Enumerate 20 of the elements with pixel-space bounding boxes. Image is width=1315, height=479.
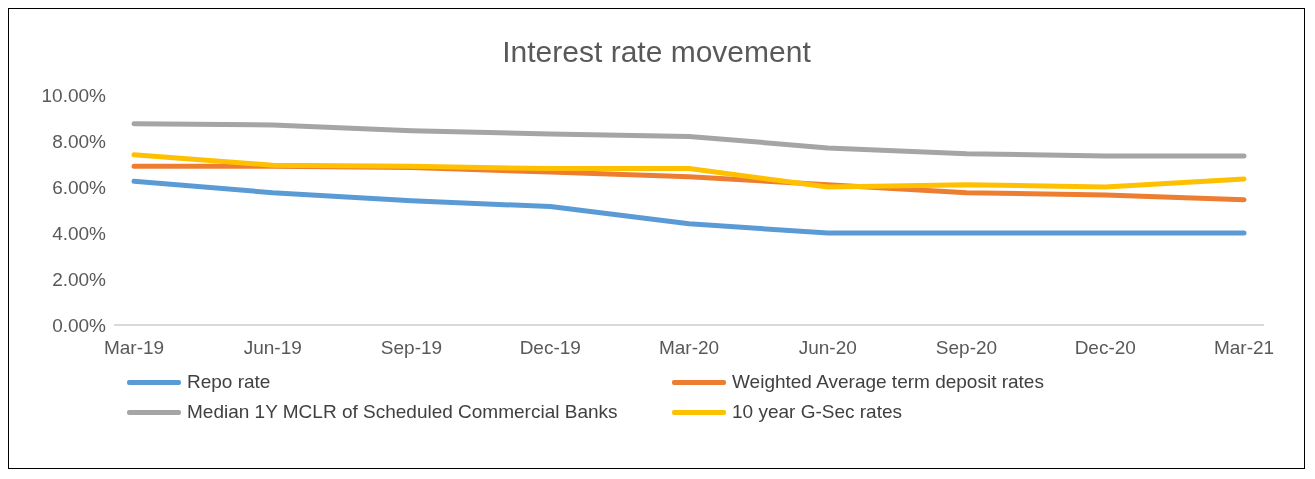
x-tick-label: Mar-21	[1213, 337, 1275, 359]
y-tick-label: 8.00%	[52, 130, 107, 152]
x-tick-label: Sep-20	[935, 337, 998, 359]
x-tick-label: Dec-20	[1074, 337, 1136, 359]
y-tick-label: 4.00%	[52, 222, 107, 244]
legend-label: Weighted Average term deposit rates	[732, 371, 1044, 393]
y-tick-label: 6.00%	[52, 176, 107, 198]
x-tick-label: Jun-19	[243, 337, 302, 359]
y-tick-label: 2.00%	[52, 268, 107, 290]
legend-label: Median 1Y MCLR of Scheduled Commercial Banks	[187, 401, 618, 423]
x-tick-label: Mar-19	[103, 337, 165, 359]
x-tick-label: Sep-19	[380, 337, 443, 359]
x-tick-label: Jun-20	[798, 337, 857, 359]
x-tick-label: Mar-20	[658, 337, 720, 359]
y-tick-label: 0.00%	[52, 314, 107, 336]
legend-label: Repo rate	[187, 371, 271, 393]
chart-title: Interest rate movement	[501, 35, 812, 70]
y-tick-label: 10.00%	[41, 84, 107, 106]
legend-label: 10 year G-Sec rates	[732, 401, 903, 423]
x-tick-label: Dec-19	[519, 337, 581, 359]
